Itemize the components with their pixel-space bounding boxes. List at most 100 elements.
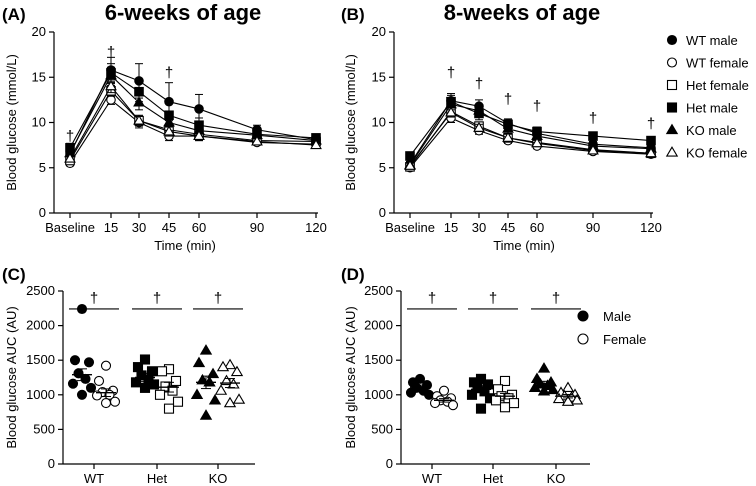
data-point bbox=[154, 389, 166, 400]
data-point bbox=[587, 144, 599, 155]
significance-marker: † bbox=[153, 290, 161, 307]
series-line bbox=[409, 101, 652, 157]
axes: 0 500 1000 1500 2000 2500 WT Het KO Blood glucose… bbox=[343, 283, 590, 486]
data-point bbox=[156, 366, 168, 377]
series-line bbox=[409, 110, 652, 168]
data-point bbox=[473, 104, 485, 115]
y-tick-label: 1500 bbox=[26, 352, 55, 367]
y-axis-title: Blood glucose (mmol/L) bbox=[343, 54, 358, 191]
data-point bbox=[552, 392, 566, 404]
data-point bbox=[192, 356, 206, 368]
group-ko-female bbox=[214, 358, 246, 408]
y-tick-label: 20 bbox=[372, 24, 386, 39]
significance-marker: † bbox=[533, 98, 541, 115]
legend-marker bbox=[666, 79, 678, 91]
data-point bbox=[220, 374, 233, 386]
x-tick-label: 120 bbox=[305, 220, 327, 235]
chart-panel-d: 0 500 1000 1500 2000 2500 WT Het KO Blood glucose… bbox=[343, 283, 590, 486]
legend-label: WT female bbox=[686, 56, 749, 71]
legend-label: Het male bbox=[686, 101, 738, 116]
y-tick-label: 5 bbox=[379, 160, 386, 175]
significance-marker: † bbox=[552, 290, 560, 307]
axes: 0 5 10 15 20 Baseline 15 30 45 60 90 120 Time (min) B… bbox=[343, 24, 662, 253]
data-point bbox=[100, 398, 112, 409]
data-point bbox=[499, 402, 511, 413]
legend-marker bbox=[577, 310, 589, 322]
y-tick-label: 5 bbox=[39, 160, 46, 175]
data-point bbox=[130, 377, 142, 388]
legend-label: WT male bbox=[686, 33, 738, 48]
x-tick-label: 90 bbox=[586, 220, 600, 235]
data-point bbox=[105, 80, 117, 91]
x-tick-label: 60 bbox=[192, 220, 206, 235]
series-line bbox=[409, 100, 652, 165]
chart-panel-c: 0 500 1000 1500 2000 2500 WT Het KO Blood glucose… bbox=[4, 283, 255, 486]
chart-panel-a: 0 5 10 15 20 Baseline 15 30 45 60 90 120 Time (min) B… bbox=[4, 24, 327, 253]
legend-item-het-female: Het female bbox=[666, 78, 749, 93]
data-point bbox=[502, 131, 514, 142]
panel-b-label: (B) bbox=[341, 5, 365, 24]
y-tick-label: 1000 bbox=[364, 387, 393, 402]
x-tick-label: Het bbox=[483, 471, 504, 486]
group-het-female bbox=[490, 375, 520, 413]
data-point bbox=[537, 362, 551, 373]
data-point bbox=[172, 396, 184, 407]
data-point bbox=[146, 366, 158, 377]
legend-item-male: Male bbox=[577, 309, 631, 324]
y-tick-label: 0 bbox=[39, 205, 46, 220]
data-point bbox=[163, 125, 175, 136]
data-point bbox=[405, 387, 417, 398]
y-axis-title: Blood glucose (mmol/L) bbox=[4, 54, 19, 191]
data-point bbox=[570, 393, 584, 405]
x-axis-title: Time (min) bbox=[154, 238, 216, 253]
y-tick-label: 15 bbox=[32, 69, 46, 84]
data-point bbox=[196, 373, 209, 385]
data-point bbox=[310, 139, 322, 150]
y-tick-label: 1500 bbox=[364, 352, 393, 367]
legend-item-het-male: Het male bbox=[666, 101, 738, 116]
x-tick-label: Baseline bbox=[385, 220, 435, 235]
data-point bbox=[490, 395, 502, 406]
y-tick-label: 0 bbox=[386, 456, 393, 471]
legend-bottom: Male Female bbox=[577, 309, 646, 347]
data-point bbox=[528, 381, 542, 393]
panel-c-label: (C) bbox=[2, 265, 26, 284]
legend-item-ko-female: KO female bbox=[665, 146, 747, 161]
data-point bbox=[85, 382, 97, 393]
x-tick-label: 30 bbox=[472, 220, 486, 235]
data-point bbox=[139, 354, 151, 365]
y-tick-label: 0 bbox=[48, 456, 55, 471]
data-point bbox=[190, 388, 204, 399]
x-tick-label: 30 bbox=[132, 220, 146, 235]
legend-marker bbox=[666, 102, 678, 113]
data-point bbox=[645, 147, 657, 158]
x-tick-label: KO bbox=[547, 471, 566, 486]
group-het-female bbox=[154, 364, 184, 414]
data-point bbox=[473, 121, 485, 132]
significance-marker: † bbox=[428, 290, 436, 307]
data-point bbox=[139, 382, 151, 393]
x-tick-label: Baseline bbox=[45, 220, 95, 235]
series-line bbox=[409, 111, 652, 167]
legend-label: KO female bbox=[686, 146, 747, 161]
data-point bbox=[93, 375, 105, 387]
y-tick-label: 10 bbox=[372, 115, 386, 130]
data-point bbox=[203, 375, 216, 387]
dot-groups bbox=[67, 303, 246, 420]
data-point bbox=[167, 385, 178, 396]
data-point bbox=[109, 396, 121, 407]
significance-marker: † bbox=[90, 290, 98, 307]
data-point bbox=[475, 403, 487, 414]
panel-a-title: 6-weeks of age bbox=[105, 0, 262, 25]
data-point bbox=[223, 396, 237, 408]
y-tick-label: 2500 bbox=[364, 283, 393, 298]
legend-marker bbox=[666, 57, 678, 68]
data-point bbox=[223, 358, 237, 370]
series-wt-female bbox=[65, 94, 321, 169]
significance-marker: † bbox=[589, 110, 597, 127]
y-tick-label: 2000 bbox=[364, 318, 393, 333]
series-het-female bbox=[65, 84, 321, 166]
legend-label: Het female bbox=[686, 78, 749, 93]
legend-marker bbox=[665, 123, 679, 135]
data-point bbox=[466, 389, 478, 400]
